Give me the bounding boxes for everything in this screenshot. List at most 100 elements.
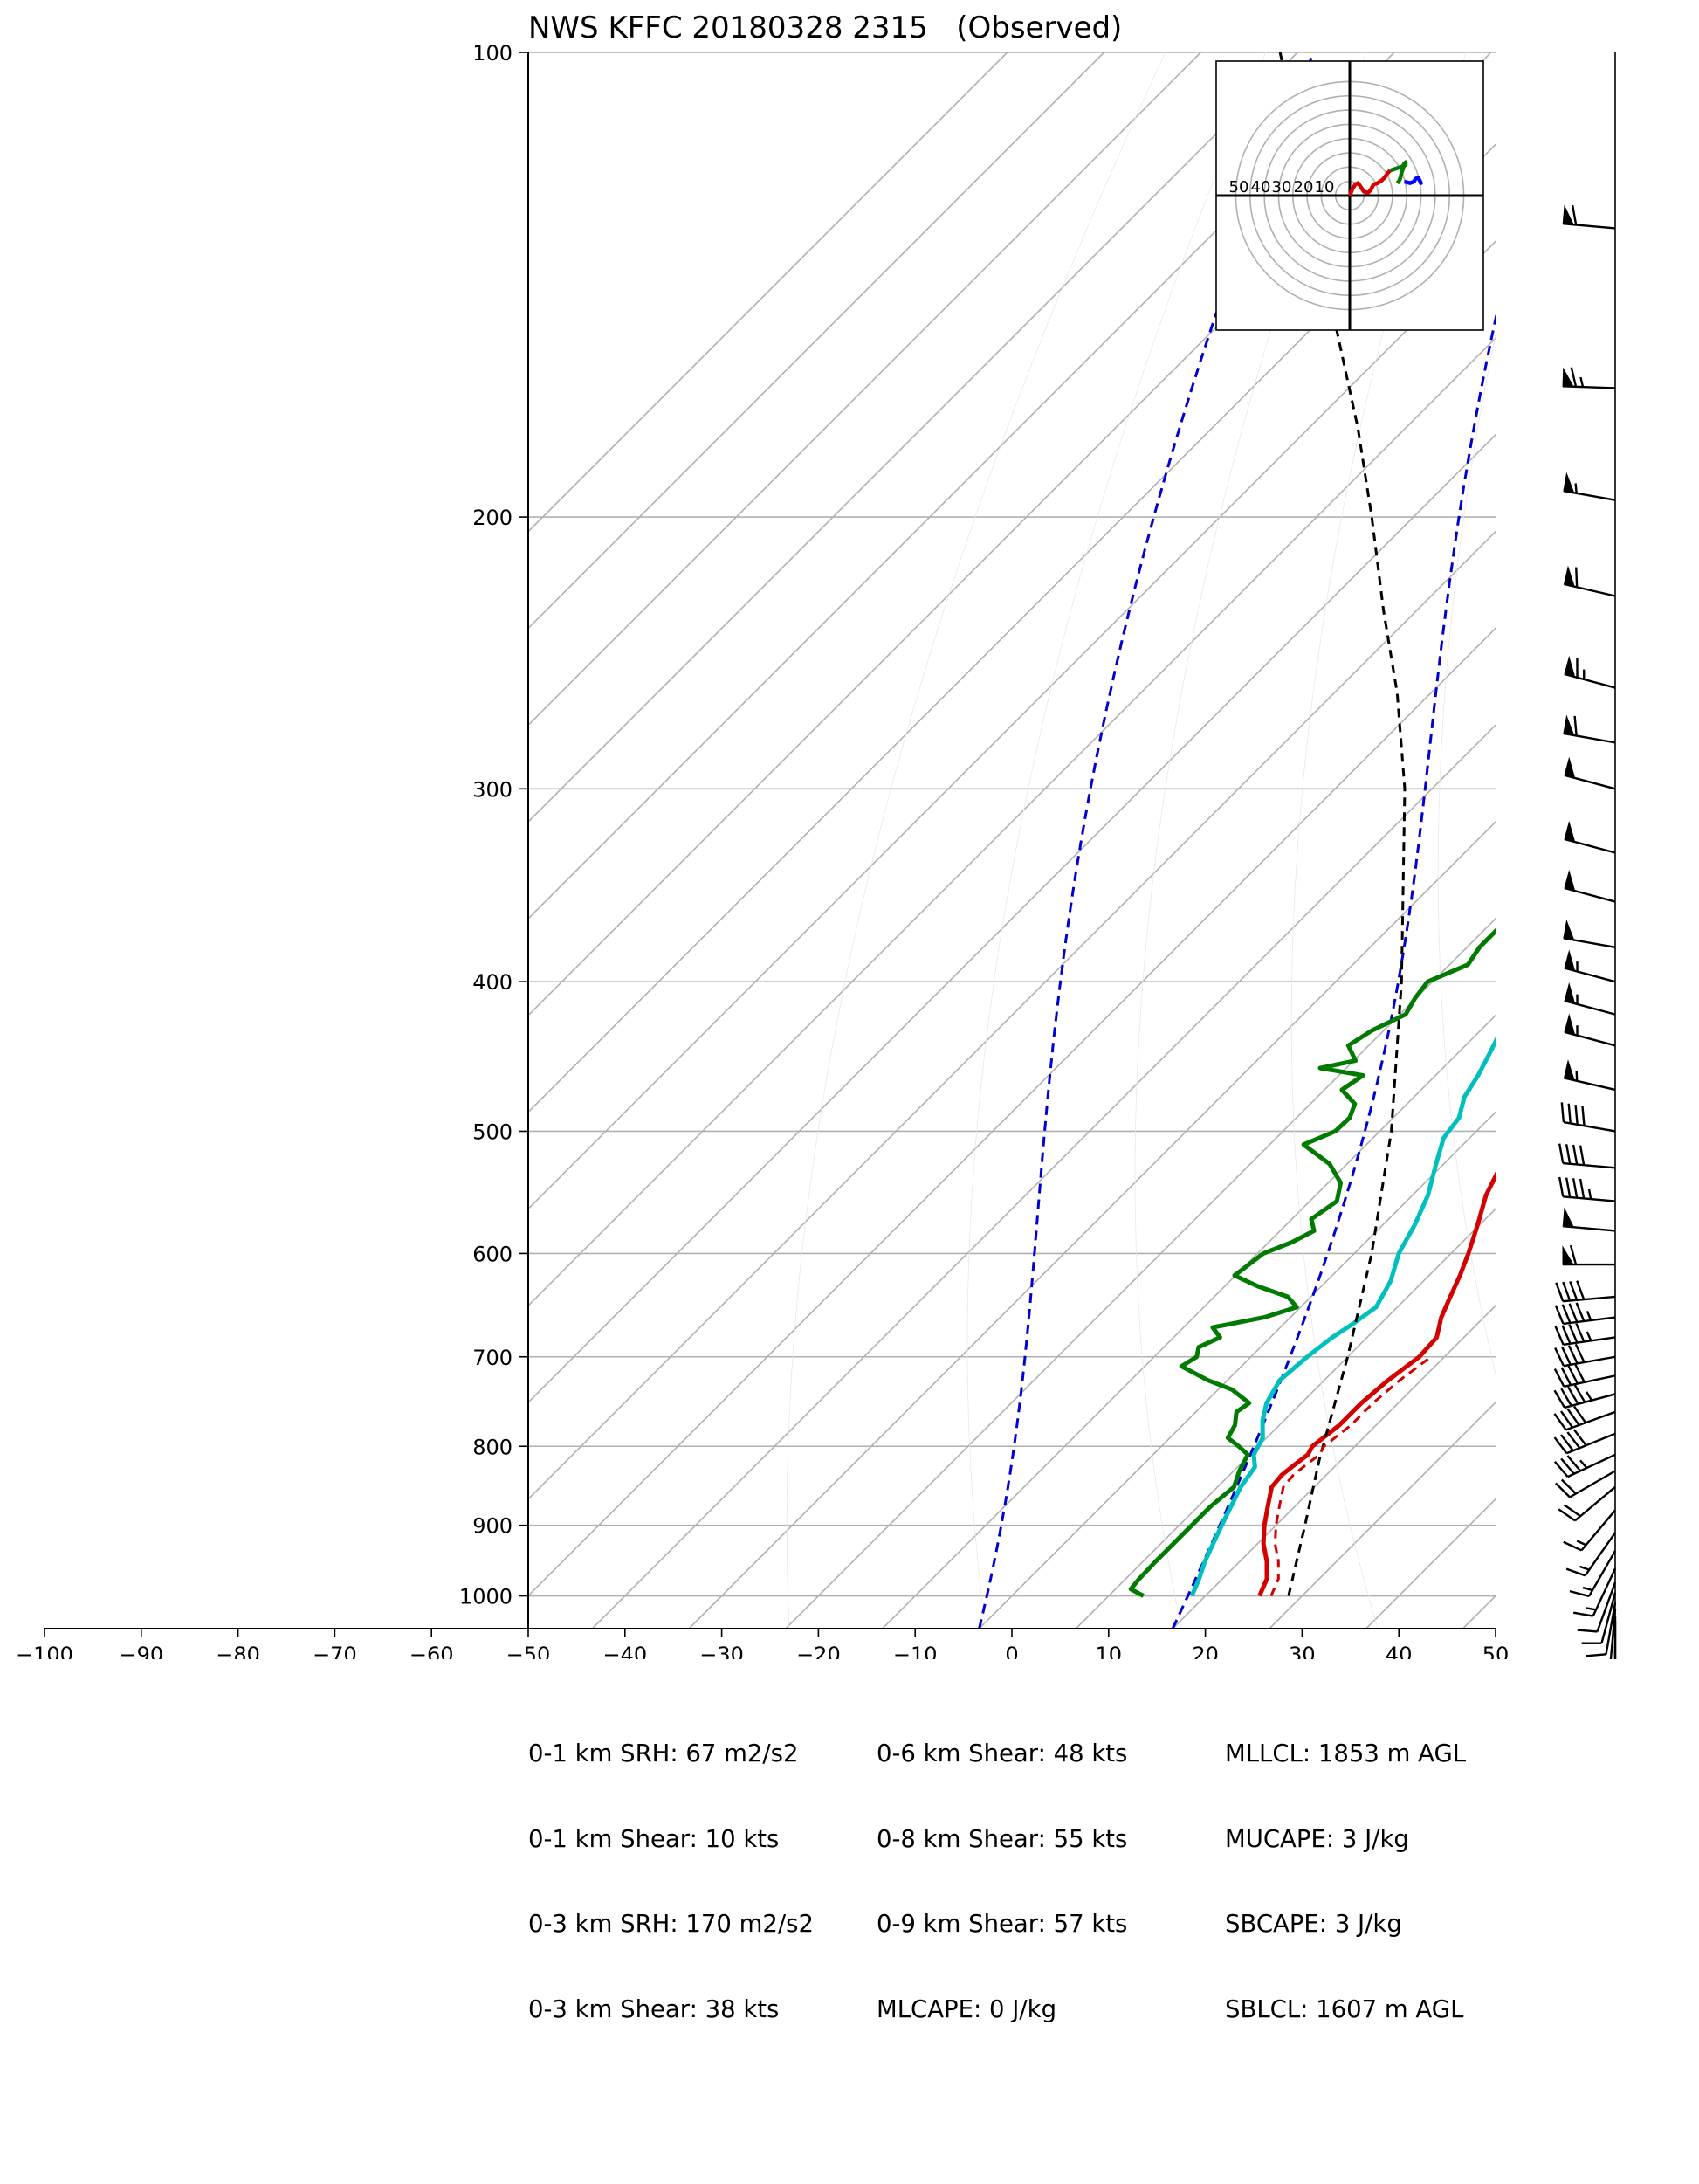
wind-barb (1562, 367, 1616, 389)
wind-barb (1562, 1244, 1615, 1266)
moist-adiabat (1171, 313, 1496, 1629)
hodograph-ring-label: 20 (1294, 178, 1314, 196)
isotherm-line (528, 433, 1496, 1404)
wind-barb (1564, 820, 1616, 854)
x-tick-label: −80 (216, 1643, 260, 1659)
isotherm-line (882, 1014, 1496, 1629)
stat-shear-0-3km: 0-3 km Shear: 38 kts (528, 1995, 780, 2023)
isotherm-line (528, 52, 1008, 533)
x-tick-label: −50 (506, 1643, 551, 1659)
dry-adiabat (1290, 52, 1467, 1629)
stat-srh-0-1km: 0-1 km SRH: 67 m2/s2 (528, 1740, 799, 1767)
wind-barb (1558, 1485, 1616, 1522)
dry-adiabat (786, 52, 1166, 1629)
x-tick-label: −30 (699, 1643, 744, 1659)
stat-sblcl: SBLCL: 1607 m AGL (1225, 1995, 1464, 2023)
skewt-chart: −100 −90 −80 −70 −60 −50 −40 −30 −20 −10 0 10 20 30 40… (16, 41, 1699, 1659)
x-tick-label: 0 (1005, 1643, 1018, 1659)
moist-adiabat (978, 52, 1315, 1629)
dry-adiabat (1437, 332, 1496, 1376)
x-tick-label: 20 (1192, 1643, 1219, 1659)
isotherm-line (1462, 1595, 1496, 1629)
wind-barb (1563, 1509, 1616, 1552)
isotherm-line (1075, 1208, 1496, 1629)
wind-barbs (1553, 52, 1617, 1659)
wind-barb (1563, 714, 1616, 744)
wind-barb (1553, 1364, 1616, 1388)
stats-column-2: 0-6 km Shear: 48 kts 0-8 km Shear: 55 kt… (877, 1683, 1127, 2052)
x-tick-label: −10 (893, 1643, 938, 1659)
stat-shear-0-6km: 0-6 km Shear: 48 kts (877, 1740, 1128, 1767)
hodograph-trace (1389, 160, 1408, 185)
y-tick-label: 500 (472, 1120, 512, 1144)
wind-barb (1554, 1302, 1616, 1326)
y-tick-label: 800 (472, 1435, 512, 1459)
isotherm-line (528, 337, 1496, 1307)
wind-barb (1564, 1013, 1616, 1047)
wind-barb (1553, 1384, 1616, 1409)
chart-title: NWS KFFC 20180328 2315 (Observed) (528, 10, 1123, 45)
y-tick-label: 300 (472, 777, 512, 802)
series-layer (1128, 52, 1496, 1598)
hodograph-ring-label: 30 (1272, 178, 1292, 196)
wind-barb (1586, 1602, 1617, 1657)
wind-barb (1564, 655, 1616, 689)
wind-barb (1564, 982, 1616, 1016)
x-tick-label: 40 (1386, 1643, 1413, 1659)
dewpoint-line (1128, 927, 1496, 1598)
isotherm-line (528, 627, 1496, 1597)
stat-sbcape: SBCAPE: 3 J/kg (1225, 1910, 1402, 1938)
isotherm-line (528, 52, 1395, 920)
x-tick-label: −60 (409, 1643, 454, 1659)
wind-barb (1558, 1143, 1616, 1169)
wind-barb (1560, 1102, 1616, 1133)
isotherm-line (688, 821, 1496, 1629)
isotherm-line (1172, 1305, 1496, 1629)
x-tick-label: −90 (119, 1643, 163, 1659)
wind-barb (1563, 565, 1616, 597)
stats-column-3: MLLCL: 1853 m AGL MUCAPE: 3 J/kg SBCAPE:… (1225, 1683, 1466, 2052)
y-tick-label: 1000 (459, 1585, 512, 1609)
x-tick-label: −40 (602, 1643, 647, 1659)
stat-shear-0-1km: 0-1 km Shear: 10 kts (528, 1824, 780, 1853)
y-tick-label: 200 (472, 506, 512, 530)
stat-shear-0-8km: 0-8 km Shear: 55 kts (877, 1824, 1128, 1853)
wind-barb (1564, 869, 1616, 903)
wind-barb (1564, 756, 1616, 790)
x-tick-label: −100 (16, 1643, 73, 1659)
virtual-temperature-line (1269, 1355, 1432, 1597)
hodograph: 50 40 30 20 10 (1215, 60, 1484, 331)
x-tick-label: −20 (796, 1643, 841, 1659)
wind-barb (1562, 1207, 1616, 1232)
wind-barb (1553, 1453, 1616, 1478)
wind-barb (1577, 1581, 1617, 1633)
hodograph-trace (1347, 169, 1392, 196)
hodograph-trace (1403, 175, 1423, 185)
wind-barb (1555, 1280, 1616, 1303)
wind-barb (1563, 472, 1616, 501)
y-tick-label: 600 (472, 1242, 512, 1266)
virtual-temp-line (1189, 1036, 1496, 1597)
isotherm-line (528, 530, 1496, 1500)
x-tick-label: 50 (1482, 1643, 1510, 1659)
isotherm-line (528, 52, 1105, 630)
grid-layer (528, 52, 1496, 1629)
y-tick-label: 700 (472, 1346, 512, 1370)
isotherm-line (528, 52, 1201, 727)
dry-adiabat (1134, 52, 1366, 1629)
stat-shear-0-9km: 0-9 km Shear: 57 kts (877, 1910, 1128, 1938)
wind-barb (1554, 1343, 1616, 1368)
wind-barb (1569, 1550, 1617, 1598)
wind-barb (1562, 204, 1616, 230)
dry-adiabat (1576, 52, 1699, 1629)
wind-barb (1563, 919, 1616, 948)
hodograph-plot (1216, 61, 1483, 330)
stats-column-1: 0-1 km SRH: 67 m2/s2 0-1 km Shear: 10 kt… (528, 1683, 814, 2052)
y-axis: 100 200 300 400 500 600 700 800 900 1000 (459, 41, 528, 1609)
stat-mllcl: MLLCL: 1853 m AGL (1225, 1740, 1467, 1767)
isotherm-line (528, 52, 1298, 823)
isotherm-line (978, 1111, 1496, 1629)
hodograph-ring-label: 50 (1229, 178, 1249, 196)
adiabat-layer (786, 52, 1699, 1629)
stat-mucape: MUCAPE: 3 J/kg (1225, 1824, 1409, 1853)
